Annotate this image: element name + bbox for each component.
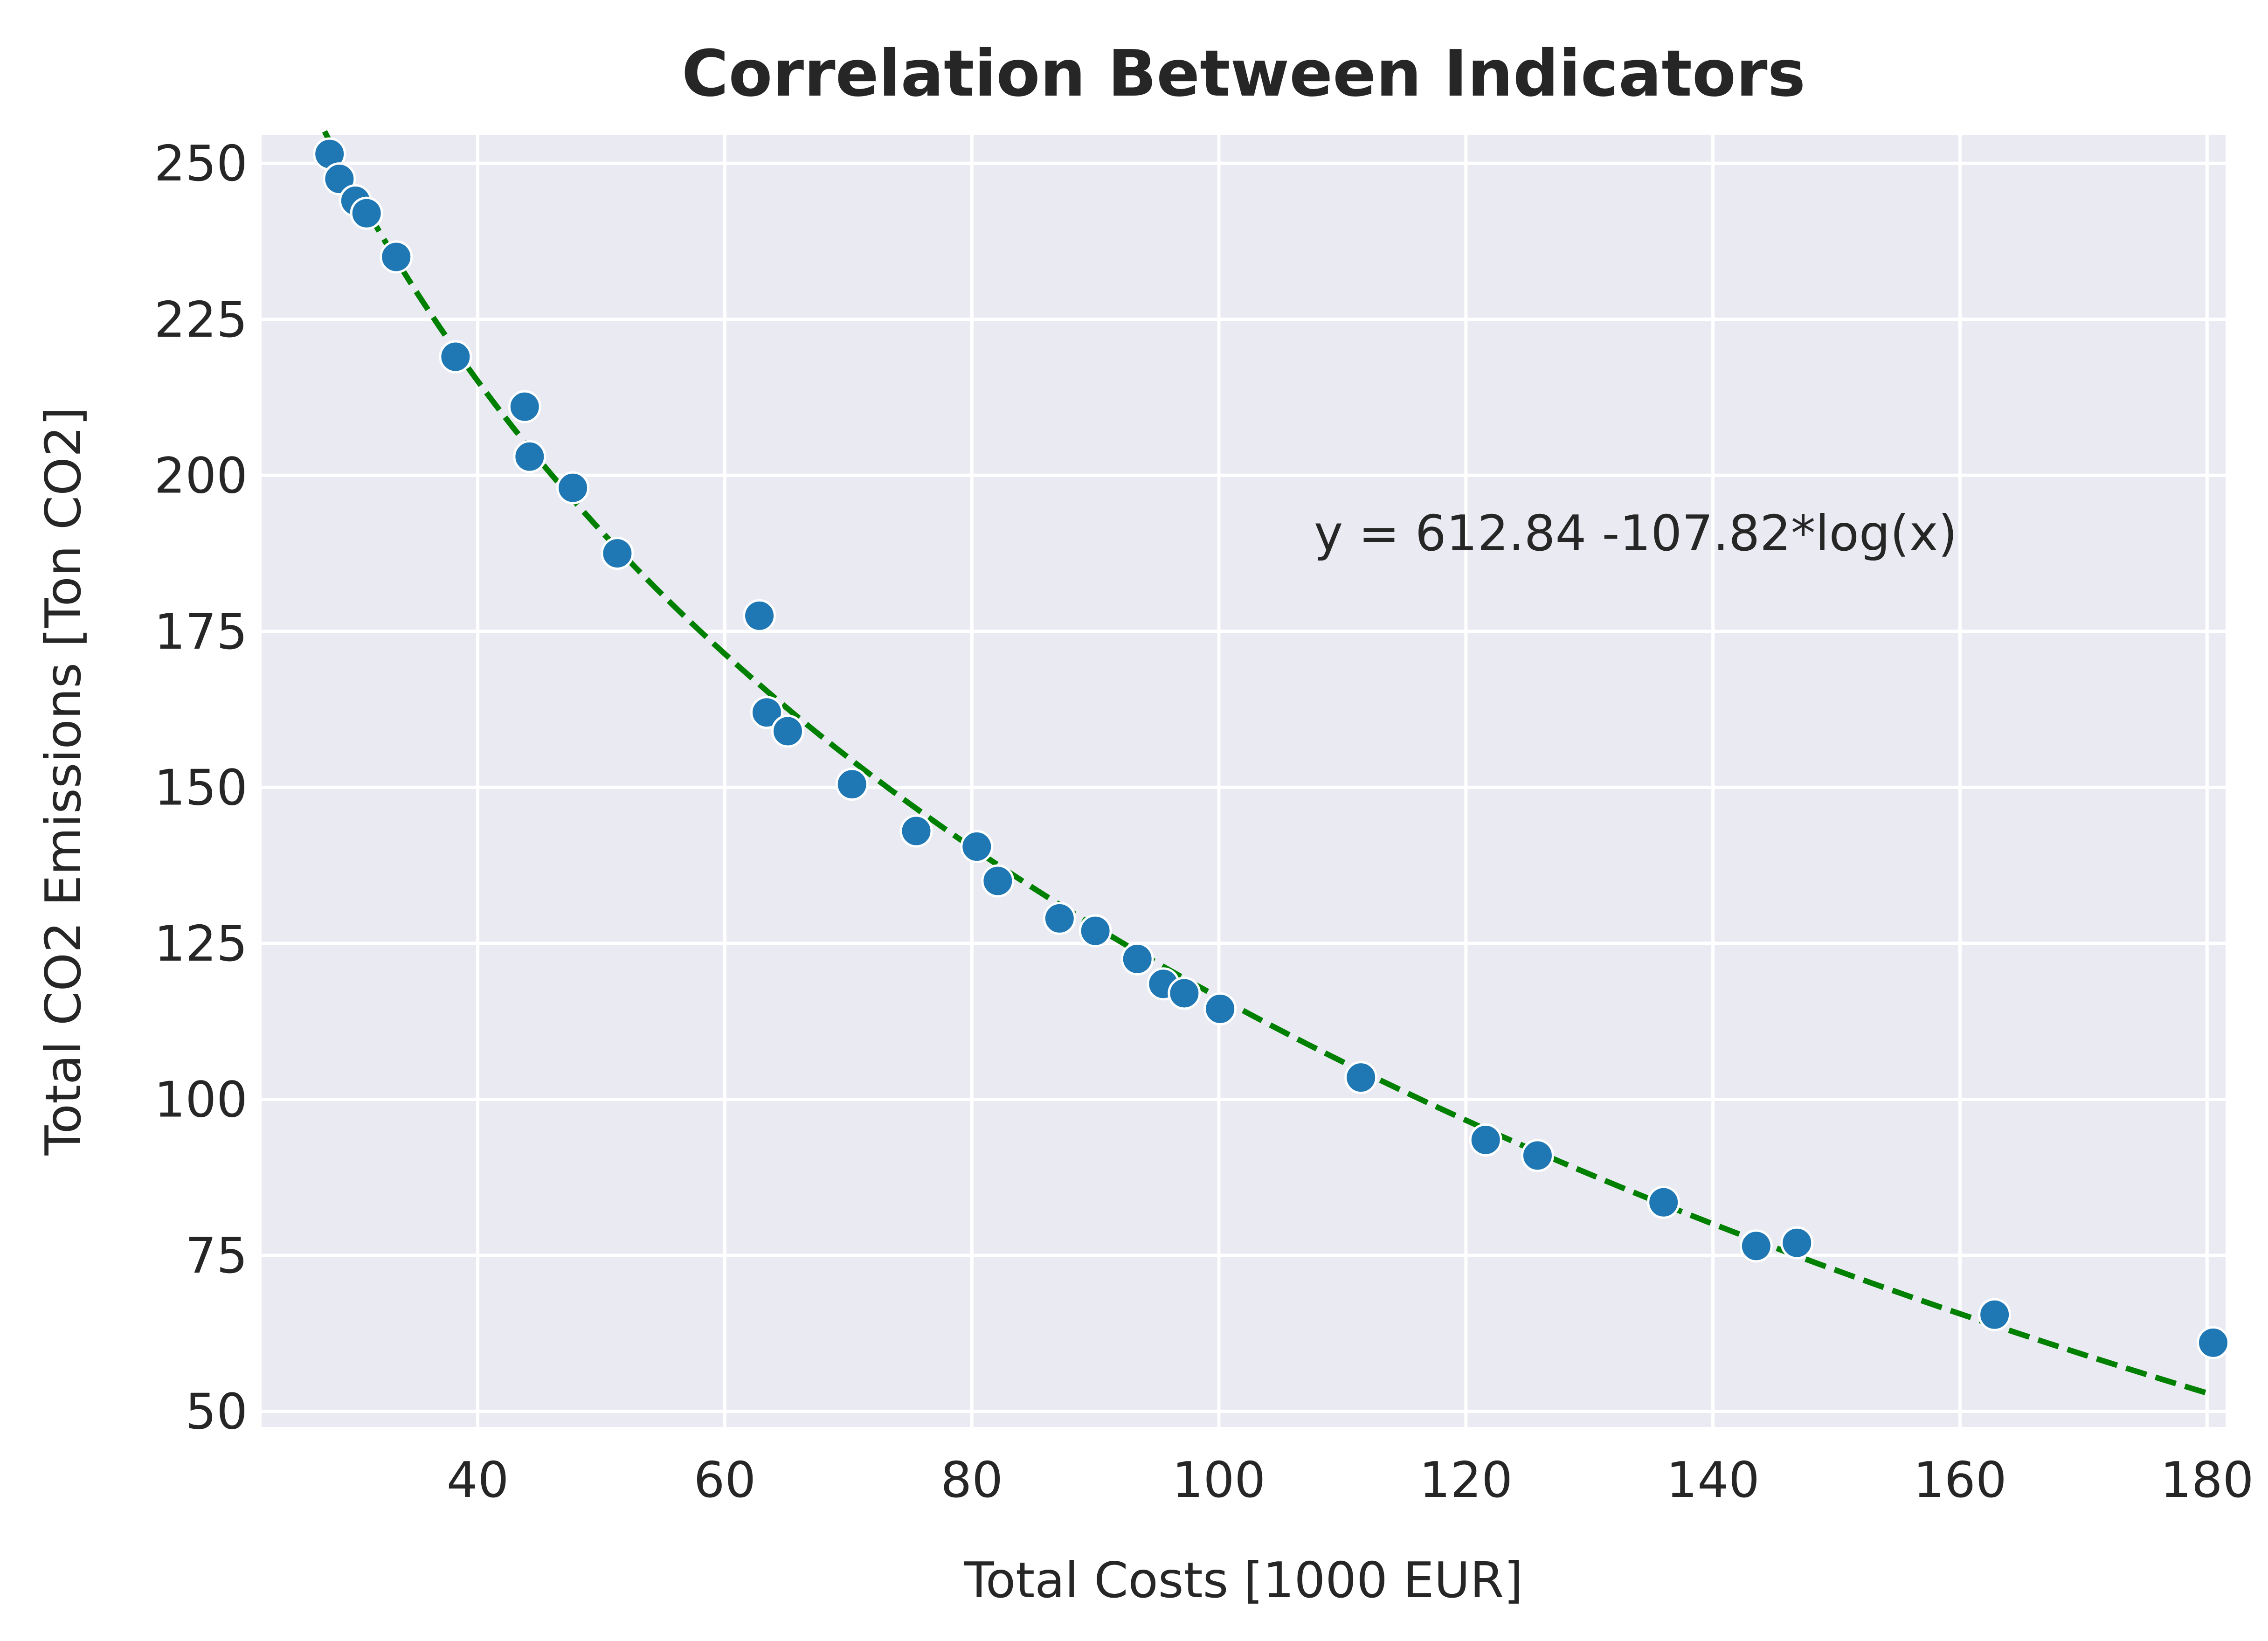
- scatter-points: [313, 137, 2230, 1359]
- scatter-point: [899, 814, 933, 848]
- scatter-point: [1469, 1123, 1502, 1156]
- fit-curve: [322, 130, 2214, 1398]
- scatter-point: [1647, 1185, 1680, 1219]
- y-tick-label: 175: [154, 603, 248, 660]
- scatter-point: [508, 390, 541, 423]
- scatter-point: [981, 864, 1015, 898]
- chart-title: Correlation Between Indicators: [682, 37, 1805, 111]
- scatter-point: [1203, 992, 1237, 1025]
- x-tick-label: 100: [1172, 1452, 1265, 1509]
- plot-area: [262, 135, 2226, 1427]
- y-tick-label: 125: [154, 915, 248, 972]
- x-tick-labels: 40 60 80 100 120 140 160 180: [447, 1452, 2254, 1509]
- y-tick-label: 150: [154, 759, 248, 816]
- scatter-point: [835, 768, 869, 801]
- scatter-point: [1120, 942, 1154, 976]
- scatter-point: [556, 471, 590, 505]
- scatter-point: [2197, 1326, 2230, 1359]
- scatter-point: [513, 440, 546, 473]
- y-tick-label: 250: [154, 135, 248, 192]
- fit-equation-annotation: y = 612.84 -107.82*log(x): [1314, 505, 1957, 562]
- x-tick-label: 80: [940, 1452, 1003, 1509]
- y-tick-label: 75: [185, 1227, 248, 1284]
- scatter-point: [1978, 1298, 2012, 1331]
- scatter-point: [1780, 1226, 1814, 1260]
- scatter-point: [601, 537, 634, 570]
- scatter-point: [1521, 1139, 1554, 1172]
- scatter-point: [1739, 1229, 1773, 1263]
- y-axis-label: Total CO2 Emissions [Ton CO2]: [35, 407, 92, 1156]
- scatter-point: [743, 599, 776, 632]
- scatter-point: [771, 714, 804, 748]
- scatter-point: [750, 696, 783, 729]
- x-tick-label: 120: [1419, 1452, 1513, 1509]
- x-tick-label: 40: [447, 1452, 509, 1509]
- scatter-point: [1079, 914, 1112, 948]
- y-tick-label: 50: [185, 1384, 248, 1440]
- x-tick-label: 60: [694, 1452, 756, 1509]
- grid: [262, 135, 2226, 1427]
- x-tick-label: 160: [1913, 1452, 2006, 1509]
- x-tick-label: 140: [1666, 1452, 1759, 1509]
- y-tick-labels: 50 75 100 125 150 175 200 225 250: [154, 135, 248, 1440]
- scatter-point: [1168, 976, 1201, 1010]
- y-tick-label: 200: [154, 447, 248, 504]
- y-tick-label: 225: [154, 291, 248, 348]
- x-axis-label: Total Costs [1000 EUR]: [964, 1552, 1523, 1609]
- scatter-point: [439, 340, 472, 374]
- scatter-point: [960, 830, 994, 864]
- scatter-point: [1344, 1061, 1378, 1094]
- scatter-point: [350, 196, 383, 230]
- y-tick-label: 100: [154, 1071, 248, 1128]
- scatter-point: [380, 240, 413, 274]
- x-tick-label: 180: [2160, 1452, 2254, 1509]
- scatter-point: [1043, 901, 1076, 935]
